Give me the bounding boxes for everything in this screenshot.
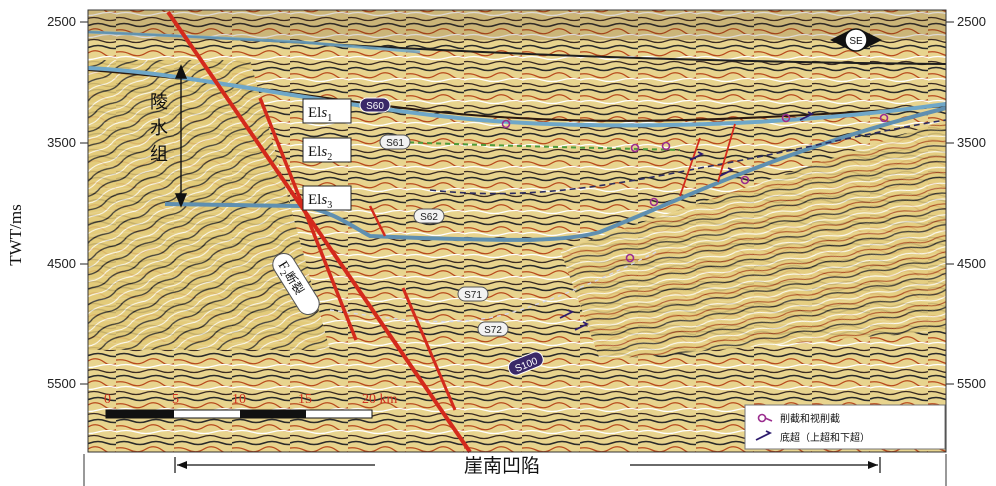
horizon-label-s61: S61 [379,134,411,150]
blue-horizon-base [164,106,947,242]
fault-secondary-1 [258,97,358,341]
fault-secondary-2 [401,287,457,411]
basin-extent: 崖南凹陷 [83,454,947,486]
fault-f2 [166,10,472,454]
upper-strong-reflectors [88,10,946,40]
unit-box-els2: Els2 [302,137,352,163]
blue-horizon-upper [87,30,421,54]
left-axis-ticks: 2500 3500 4500 5500 [47,14,88,391]
scale-tick-5: 5 [172,392,179,407]
svg-text:Els2: Els2 [308,144,332,163]
fault-secondary-3 [368,205,387,237]
horizon-label-s72: S72 [477,321,509,337]
right-tick-4500: 4500 [957,256,986,271]
svg-text:Els3: Els3 [308,192,332,211]
left-tick-5500: 5500 [47,376,76,391]
horizon-label-s62: S62 [413,208,445,224]
horizon-label-s71: S71 [457,286,489,302]
unit-box-els3: Els3 [302,185,352,211]
se-orientation-badge: SE [830,28,882,52]
panel-frame [87,9,947,453]
scale-bar: 0 5 10 15 20 km [104,392,398,419]
right-tick-2500: 2500 [957,14,986,29]
svg-text:削截和视削截: 削截和视削截 [780,412,840,425]
svg-text:SE: SE [849,36,863,47]
formation-thickness-arrow [174,64,188,208]
svg-text:组: 组 [150,144,168,164]
onlap-dashed-horizon [429,119,947,195]
fault-minor-2 [717,123,736,183]
green-horizon-s61 [399,141,681,151]
scale-tick-0: 0 [104,392,111,407]
right-axis-ticks: 2500 3500 4500 5500 [946,14,986,391]
legend: 削截和视削截 底超（上超和下超） [744,404,946,450]
svg-text:水: 水 [150,118,168,138]
svg-text:S62: S62 [420,212,438,223]
fault-minor-1 [679,137,701,197]
left-tick-4500: 4500 [47,256,76,271]
svg-text:S71: S71 [464,290,482,301]
unit-box-els1: Els1 [302,98,352,124]
svg-text:陵: 陵 [150,92,168,112]
svg-text:S61: S61 [386,138,404,149]
svg-text:S72: S72 [484,325,502,336]
svg-text:S60: S60 [366,101,384,112]
horizon-label-s60: S60 [359,97,391,113]
scale-tick-10: 10 [232,392,246,407]
dipping-reflectors-right [560,120,946,360]
onlap-symbol-icon [755,430,773,441]
right-tick-3500: 3500 [957,135,986,150]
y-axis-label: TWT/ms [6,204,25,265]
onlap-markers [559,111,815,331]
scale-tick-15: 15 [298,392,312,407]
svg-text:Els1: Els1 [308,105,332,124]
truncation-markers [501,113,889,263]
basin-name: 崖南凹陷 [464,455,540,477]
formation-label: 陵 水 组 [150,92,168,164]
left-tick-3500: 3500 [47,135,76,150]
svg-text:底超（上超和下超）: 底超（上超和下超） [780,431,870,444]
scale-tick-20km: 20 km [362,392,398,407]
left-tick-2500: 2500 [47,14,76,29]
right-tick-5500: 5500 [957,376,986,391]
fault-label-f2: F2断裂 [272,252,320,316]
